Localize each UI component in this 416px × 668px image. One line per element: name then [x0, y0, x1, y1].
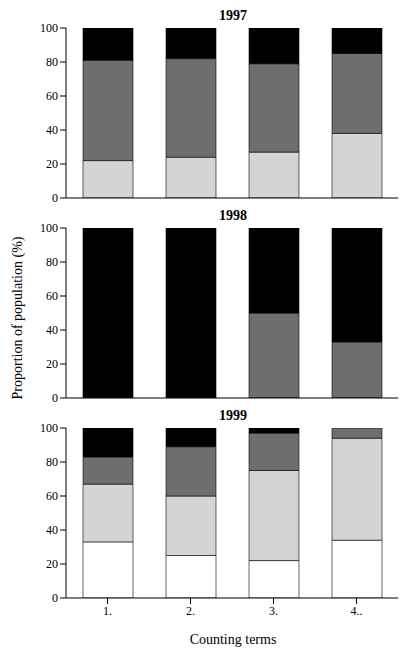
svg-text:80: 80: [46, 55, 58, 69]
svg-text:2.: 2.: [186, 604, 195, 618]
html-text:Counting terms: Counting terms: [189, 632, 277, 647]
svg-text:100: 100: [40, 224, 58, 235]
svg-text:20: 20: [46, 557, 58, 571]
html-text:1997: 1997: [219, 8, 247, 23]
svg-text:0: 0: [52, 191, 58, 202]
svg-text:80: 80: [46, 255, 58, 269]
svg-text:0: 0: [52, 591, 58, 605]
svg-text:0: 0: [52, 391, 58, 402]
html-text:1999: 1999: [219, 408, 247, 423]
svg-text:20: 20: [46, 357, 58, 371]
svg-text:4..: 4..: [351, 604, 363, 618]
svg-text:100: 100: [40, 24, 58, 35]
svg-text:60: 60: [46, 289, 58, 303]
svg-text:20: 20: [46, 157, 58, 171]
svg-text:40: 40: [46, 123, 58, 137]
svg-text:1.: 1.: [103, 604, 112, 618]
svg-text:40: 40: [46, 523, 58, 537]
svg-text:3.: 3.: [269, 604, 278, 618]
html-text:1998: 1998: [219, 208, 247, 223]
svg-text:80: 80: [46, 455, 58, 469]
svg-text:100: 100: [40, 424, 58, 435]
svg-text:60: 60: [46, 89, 58, 103]
svg-text:40: 40: [46, 323, 58, 337]
html-text:Proportion of population (%): Proportion of population (%): [10, 236, 25, 400]
svg-text:60: 60: [46, 489, 58, 503]
